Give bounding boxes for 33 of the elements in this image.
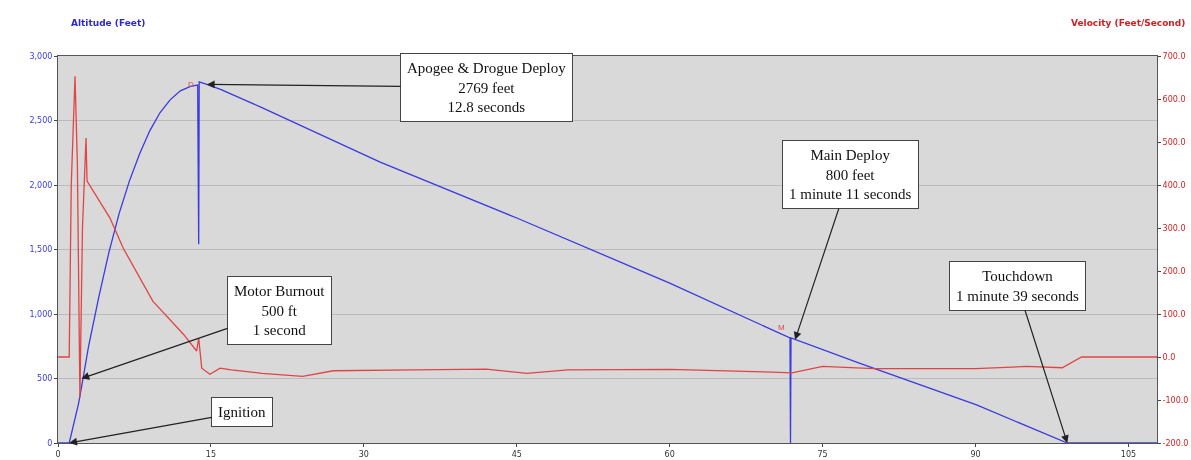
annotation: Ignition [218,404,266,420]
y2-tick-label: 300.0 [1162,223,1186,233]
y2-tick-label: 200.0 [1162,266,1186,276]
annotation: Main Deploy 800 feet 1 minute 11 seconds [789,147,912,202]
y2-tick-label: -100.0 [1162,395,1189,405]
y-tick-label: 2,500 [29,116,53,126]
x-tick-label: 75 [817,449,828,459]
x-tick-label: 15 [205,449,217,459]
x-tick-label: 105 [1120,449,1137,459]
y2-tick-label: 100.0 [1162,309,1186,319]
x-tick-label: 60 [664,449,675,459]
x-tick-label: 90 [970,449,981,459]
y-tick-label: 500 [37,374,53,384]
y2-tick-label: 600.0 [1162,94,1186,104]
x-tick-label: 0 [55,449,61,459]
y-tick-label: 0 [47,438,53,448]
x-tick-label: 30 [358,449,369,459]
y2-tick-label: 500.0 [1162,137,1186,147]
y2-axis-title: Velocity (Feet/Second) [1071,18,1186,28]
y-axis-title: Altitude (Feet) [71,18,146,28]
annotation: Touchdown 1 minute 39 seconds [956,268,1080,304]
annotation: M [778,323,785,332]
annotation: Motor Burnout 500 ft 1 second [234,283,326,338]
y-tick-label: 1,500 [29,245,53,255]
y2-tick-label: 700.0 [1162,51,1186,61]
y2-tick-label: 400.0 [1162,180,1186,190]
y2-tick-label: 0.0 [1162,352,1176,362]
y-tick-label: 3,000 [29,51,53,61]
y2-tick-label: -200.0 [1162,438,1189,448]
annotation: Apogee & Drogue Deploy 2769 feet 12.8 seconds [407,60,567,115]
x-tick-label: 45 [511,449,522,459]
y-tick-label: 2,000 [29,180,53,190]
y-tick-label: 1,000 [29,309,53,319]
